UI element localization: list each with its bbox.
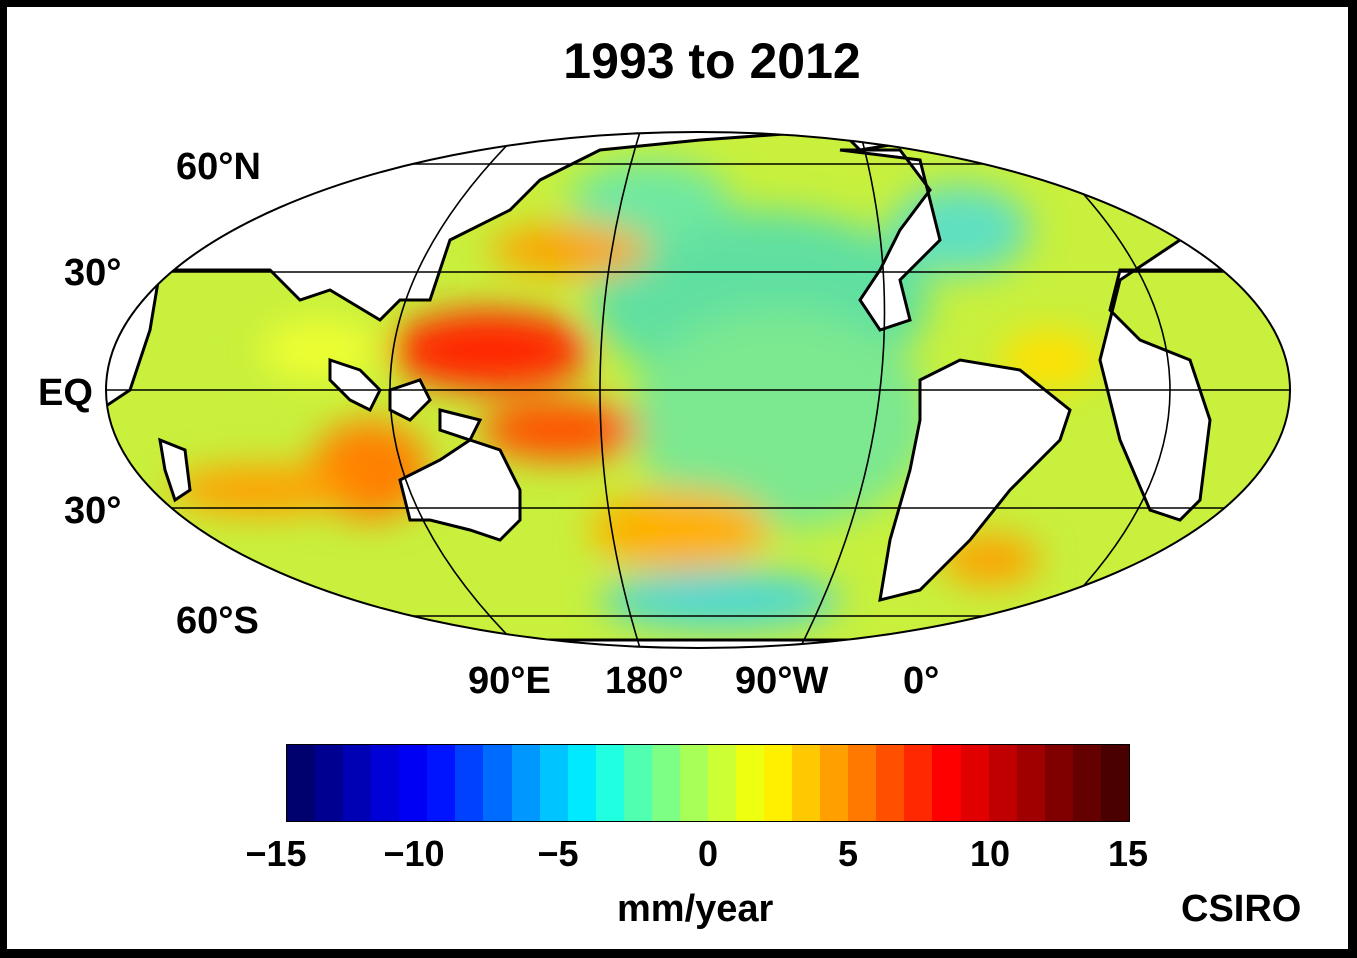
colorbar-segment [679,745,708,821]
colorbar-segment [1100,745,1129,821]
colorbar-segment [483,745,512,821]
colorbar-segment [455,745,484,821]
colorbar-segment [1072,745,1101,821]
colorbar-segment [1016,745,1045,821]
colorbar-segment [651,745,680,821]
map-outline [105,131,1291,649]
colorbar-segment [623,745,652,821]
colorbar-segment [539,745,568,821]
colorbar-segment [820,745,849,821]
colorbar-segment [764,745,793,821]
lat-label-eq: EQ [38,372,93,414]
lat-label-60n: 60°N [176,146,261,188]
lat-label-30n: 30° [64,252,122,294]
credit-label: CSIRO [1181,888,1302,930]
colorbar [286,744,1130,822]
colorbar-segment [399,745,428,821]
colorbar-segment [848,745,877,821]
colorbar-segment [876,745,905,821]
colorbar-tick: −5 [537,833,579,874]
colorbar-tick: 15 [1107,833,1149,874]
colorbar-segment [932,745,961,821]
colorbar-segment [595,745,624,821]
colorbar-segment [736,745,765,821]
colorbar-tick: 10 [969,833,1011,874]
colorbar-segment [904,745,933,821]
lat-label-60s: 60°S [176,600,259,642]
colorbar-segment [1044,745,1073,821]
colorbar-units: mm/year [617,888,774,930]
colorbar-segment [371,745,400,821]
colorbar-segment [792,745,821,821]
colorbar-segment [343,745,372,821]
colorbar-segment [567,745,596,821]
lon-label-90e: 90°E [468,660,551,702]
colorbar-segment [427,745,456,821]
colorbar-tick: −10 [383,833,445,874]
colorbar-tick: 0 [697,833,719,874]
lon-label-0: 0° [903,660,940,702]
colorbar-segment [315,745,344,821]
lat-label-30s: 30° [64,490,122,532]
map-title: 1993 to 2012 [563,33,861,89]
colorbar-segment [511,745,540,821]
lon-label-180: 180° [605,660,684,702]
colorbar-tick: −15 [245,833,307,874]
colorbar-segment [988,745,1017,821]
lon-label-90w: 90°W [735,660,829,702]
colorbar-segment [960,745,989,821]
colorbar-tick: 5 [837,833,859,874]
colorbar-segment [707,745,736,821]
colorbar-segment [287,745,316,821]
